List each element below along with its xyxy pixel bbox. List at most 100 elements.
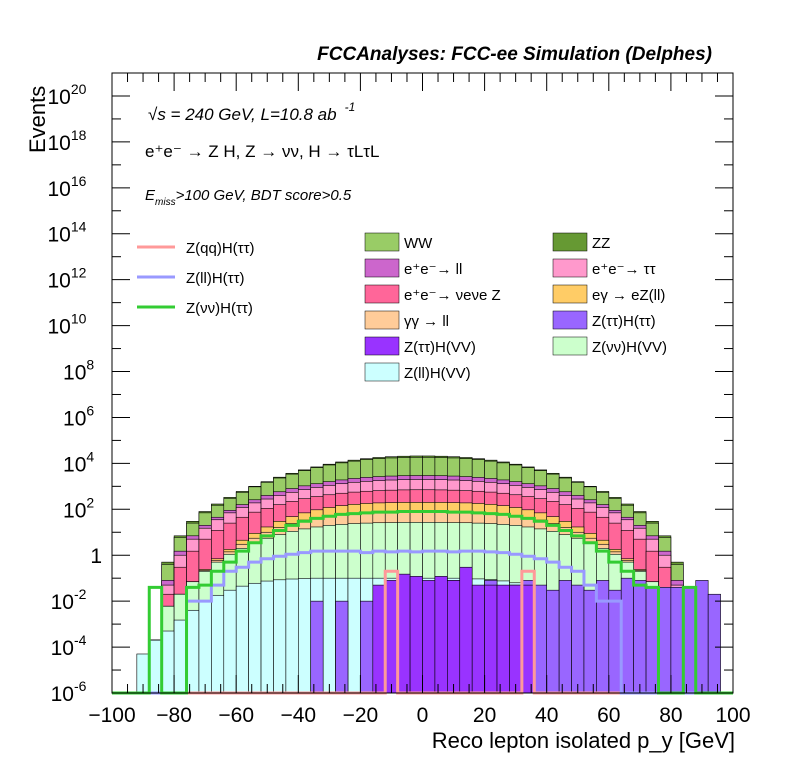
ztau-hvv-bar: [447, 580, 461, 694]
y-tick-exponent: 20: [71, 81, 87, 97]
y-tick-base: 10: [47, 86, 70, 109]
x-axis-label: Reco lepton isolated p_y [GeV]: [432, 728, 735, 753]
purple-bar: [558, 580, 572, 694]
ztau-hvv-bar: [459, 566, 473, 694]
x-tick-label: −100: [88, 704, 135, 727]
svg-text:Reco lepton isolated p_y [GeV]: Reco lepton isolated p_y [GeV]: [432, 728, 735, 753]
y-tick-label: 106: [63, 402, 94, 430]
legend-swatch: [364, 284, 400, 304]
svg-text:Emiss>100 GeV, BDT score>0.5: Emiss>100 GeV, BDT score>0.5: [145, 187, 352, 208]
legend-swatch: [552, 310, 588, 330]
y-tick-exponent: 6: [86, 402, 94, 418]
legend-label: eγ → eZ(ll): [592, 287, 665, 304]
bar: [186, 609, 200, 694]
y-tick-exponent: 12: [71, 265, 87, 281]
bar: [285, 578, 299, 694]
legend-label: Z(νν)H(VV): [592, 339, 667, 356]
y-tick-base: 10: [51, 683, 74, 706]
ztau-hvv-bar: [384, 580, 398, 694]
purple-bar: [620, 577, 634, 694]
axes: −100 −80 −60 −40 −20 0 20 40 60 80 10010-610-410-2…: [47, 72, 751, 727]
y-tick-base: 10: [51, 591, 74, 614]
purple-bar: [310, 600, 324, 694]
line-z-h-: [112, 510, 733, 695]
bar: [223, 589, 237, 694]
bar: [297, 578, 312, 694]
purple-bar: [360, 600, 374, 694]
y-tick-base: 10: [63, 499, 86, 522]
y-tick-label: 1012: [47, 265, 86, 293]
x-tick-label: −40: [280, 704, 316, 727]
ztau-hvv-bar: [422, 580, 436, 694]
purple-bars: [310, 566, 721, 694]
y-tick-label: 1020: [47, 81, 86, 109]
legend-label: ZZ: [592, 235, 610, 252]
y-tick-exponent: 18: [71, 127, 87, 143]
y-tick-base: 1: [90, 545, 102, 568]
purple-bar: [633, 580, 647, 694]
bar: [248, 582, 262, 694]
purple-bar: [583, 589, 597, 694]
legend-label: Z(ττ)H(ττ): [592, 313, 656, 330]
purple-bar: [683, 587, 697, 694]
ztau-hvv-bar: [509, 584, 523, 694]
y-tick-exponent: 8: [86, 357, 94, 373]
y-tick-base: 10: [63, 453, 86, 476]
y-tick-label: 102: [63, 494, 94, 522]
legend-swatch: [552, 232, 588, 252]
legend-label: e⁺e⁻→ ll: [404, 261, 462, 278]
y-tick-base: 10: [47, 224, 70, 247]
y-tick-base: 10: [47, 316, 70, 339]
ztau-hvv-bar: [409, 576, 423, 694]
y-tick-base: 10: [47, 132, 70, 155]
bar: [161, 630, 175, 694]
x-tick-label: 100: [715, 704, 750, 727]
bar: [260, 580, 274, 694]
legend-label: Z(ll)H(ττ): [186, 270, 245, 287]
ztau-hvv-bar: [372, 584, 386, 694]
legend-label: Z(qq)H(ττ): [186, 240, 255, 257]
legend-label: e⁺e⁻→ ττ: [592, 261, 656, 278]
y-tick-label: 1018: [47, 127, 86, 155]
purple-bar: [695, 580, 709, 694]
bar: [322, 577, 336, 694]
bar: [148, 639, 162, 694]
legend-swatch: [364, 258, 400, 278]
purple-bar: [335, 600, 349, 694]
legend-swatch: [364, 310, 400, 330]
y-tick-base: 10: [51, 637, 74, 660]
legend-label: e⁺e⁻→ νeνe Z: [404, 287, 501, 304]
svg-text:√s = 240 GeV, L=10.8 ab-1: √s = 240 GeV, L=10.8 ab -1: [148, 100, 355, 124]
ztau-hvv-bar: [484, 584, 498, 694]
x-tick-label: 80: [659, 704, 682, 727]
energy-superscript: -1: [345, 100, 356, 114]
legend-swatch: [364, 362, 400, 382]
y-tick-label: 104: [63, 448, 94, 476]
y-tick-label: 1010: [47, 311, 86, 339]
purple-bar: [596, 580, 610, 694]
legend-label: WW: [404, 235, 433, 252]
y-tick-base: 10: [47, 178, 70, 201]
bar: [235, 585, 249, 694]
x-tick-label: 60: [597, 704, 620, 727]
bar: [273, 579, 287, 694]
ztau-hvv-bar: [471, 584, 485, 694]
y-tick-exponent: 4: [86, 448, 94, 464]
legend-label: Z(νν)H(ττ): [186, 300, 253, 317]
cut-subscript: miss: [155, 197, 176, 208]
legend-label: Z(ττ)H(VV): [404, 339, 476, 356]
y-tick-exponent: 10: [71, 311, 87, 327]
bar: [347, 577, 361, 694]
legend-swatch: [552, 284, 588, 304]
x-axis-label-text: Reco lepton isolated p_y [GeV]: [432, 728, 735, 753]
annotation-process: e⁺e⁻ → Z H, Z → νν, H → τLτL: [145, 142, 379, 161]
bar: [173, 619, 187, 694]
legend-swatch: [364, 232, 400, 252]
ztau-hvv-bar: [397, 573, 411, 694]
annotation-energy: √s = 240 GeV, L=10.8 ab -1: [148, 100, 355, 124]
y-tick-base: 10: [63, 407, 86, 430]
y-tick-exponent: 14: [71, 219, 87, 235]
y-tick-exponent: 2: [86, 494, 94, 510]
